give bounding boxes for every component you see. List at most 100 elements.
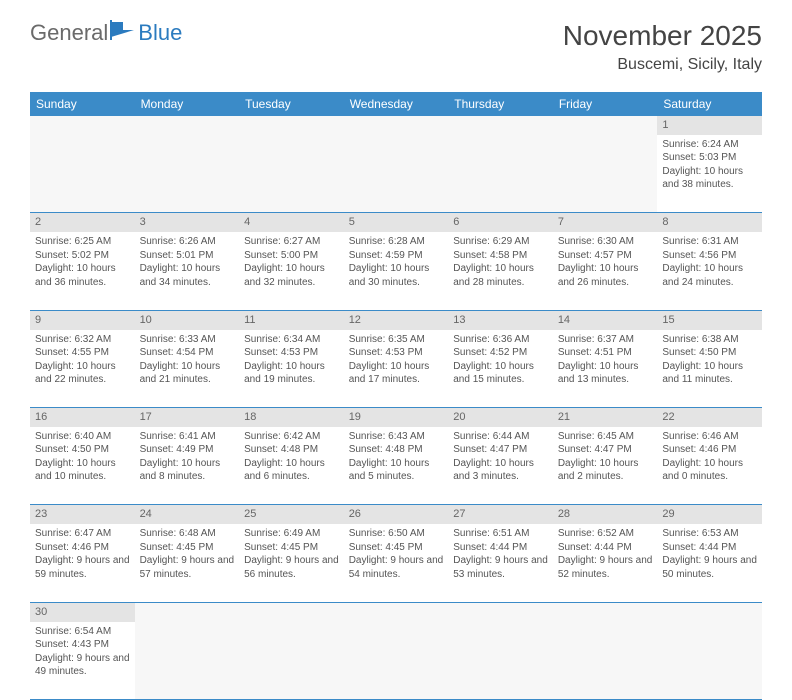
sunset-line: Sunset: 4:47 PM	[558, 443, 653, 457]
sunrise-line: Sunrise: 6:51 AM	[453, 527, 548, 541]
daylight-line: Daylight: 10 hours and 21 minutes.	[140, 360, 235, 387]
logo: General Blue	[30, 20, 182, 46]
day-cell: Sunrise: 6:40 AMSunset: 4:50 PMDaylight:…	[30, 427, 135, 505]
sunrise-line: Sunrise: 6:45 AM	[558, 430, 653, 444]
day-number-cell: 14	[553, 310, 658, 329]
sunrise-line: Sunrise: 6:47 AM	[35, 527, 130, 541]
daylight-line: Daylight: 10 hours and 5 minutes.	[349, 457, 444, 484]
day-number-cell	[30, 116, 135, 135]
sunrise-line: Sunrise: 6:54 AM	[35, 625, 130, 639]
day-cell: Sunrise: 6:24 AMSunset: 5:03 PMDaylight:…	[657, 135, 762, 213]
day-cell	[344, 135, 449, 213]
day-number-cell: 29	[657, 505, 762, 524]
day-header-row: Sunday Monday Tuesday Wednesday Thursday…	[30, 92, 762, 116]
daylight-line: Daylight: 10 hours and 19 minutes.	[244, 360, 339, 387]
daylight-line: Daylight: 10 hours and 28 minutes.	[453, 262, 548, 289]
day-cell	[135, 622, 240, 700]
sunset-line: Sunset: 4:55 PM	[35, 346, 130, 360]
sunrise-line: Sunrise: 6:41 AM	[140, 430, 235, 444]
daylight-line: Daylight: 9 hours and 59 minutes.	[35, 554, 130, 581]
daylight-line: Daylight: 9 hours and 49 minutes.	[35, 652, 130, 679]
day-number-cell: 9	[30, 310, 135, 329]
title-block: November 2025 Buscemi, Sicily, Italy	[563, 20, 762, 74]
day-cell: Sunrise: 6:49 AMSunset: 4:45 PMDaylight:…	[239, 524, 344, 602]
daylight-line: Daylight: 10 hours and 0 minutes.	[662, 457, 757, 484]
daylight-line: Daylight: 10 hours and 26 minutes.	[558, 262, 653, 289]
daylight-line: Daylight: 10 hours and 17 minutes.	[349, 360, 444, 387]
day-number-cell: 3	[135, 213, 240, 232]
day-cell: Sunrise: 6:47 AMSunset: 4:46 PMDaylight:…	[30, 524, 135, 602]
day-number-cell: 22	[657, 408, 762, 427]
daylight-line: Daylight: 10 hours and 32 minutes.	[244, 262, 339, 289]
day-cell: Sunrise: 6:27 AMSunset: 5:00 PMDaylight:…	[239, 232, 344, 310]
location: Buscemi, Sicily, Italy	[563, 56, 762, 74]
sunrise-line: Sunrise: 6:52 AM	[558, 527, 653, 541]
calendar-body: 1Sunrise: 6:24 AMSunset: 5:03 PMDaylight…	[30, 116, 762, 700]
daylight-line: Daylight: 10 hours and 34 minutes.	[140, 262, 235, 289]
sunrise-line: Sunrise: 6:34 AM	[244, 333, 339, 347]
day-number-cell: 8	[657, 213, 762, 232]
day-number-row: 23242526272829	[30, 505, 762, 524]
day-number-cell: 11	[239, 310, 344, 329]
day-cell: Sunrise: 6:30 AMSunset: 4:57 PMDaylight:…	[553, 232, 658, 310]
sunrise-line: Sunrise: 6:35 AM	[349, 333, 444, 347]
day-cell: Sunrise: 6:46 AMSunset: 4:46 PMDaylight:…	[657, 427, 762, 505]
flag-icon	[110, 20, 136, 46]
day-cell: Sunrise: 6:41 AMSunset: 4:49 PMDaylight:…	[135, 427, 240, 505]
daylight-line: Daylight: 9 hours and 57 minutes.	[140, 554, 235, 581]
day-cell	[239, 622, 344, 700]
sunset-line: Sunset: 4:50 PM	[662, 346, 757, 360]
day-cell: Sunrise: 6:48 AMSunset: 4:45 PMDaylight:…	[135, 524, 240, 602]
daylight-line: Daylight: 10 hours and 3 minutes.	[453, 457, 548, 484]
day-header: Saturday	[657, 92, 762, 116]
day-cell: Sunrise: 6:50 AMSunset: 4:45 PMDaylight:…	[344, 524, 449, 602]
day-cell: Sunrise: 6:51 AMSunset: 4:44 PMDaylight:…	[448, 524, 553, 602]
day-number-row: 2345678	[30, 213, 762, 232]
sunset-line: Sunset: 4:58 PM	[453, 249, 548, 263]
day-cell: Sunrise: 6:54 AMSunset: 4:43 PMDaylight:…	[30, 622, 135, 700]
sunset-line: Sunset: 5:00 PM	[244, 249, 339, 263]
day-number-cell: 16	[30, 408, 135, 427]
daylight-line: Daylight: 10 hours and 15 minutes.	[453, 360, 548, 387]
day-cell: Sunrise: 6:53 AMSunset: 4:44 PMDaylight:…	[657, 524, 762, 602]
daylight-line: Daylight: 10 hours and 30 minutes.	[349, 262, 444, 289]
sunrise-line: Sunrise: 6:33 AM	[140, 333, 235, 347]
sunrise-line: Sunrise: 6:42 AM	[244, 430, 339, 444]
sunset-line: Sunset: 4:54 PM	[140, 346, 235, 360]
sunrise-line: Sunrise: 6:36 AM	[453, 333, 548, 347]
sunset-line: Sunset: 4:48 PM	[244, 443, 339, 457]
sunset-line: Sunset: 4:46 PM	[35, 541, 130, 555]
daylight-line: Daylight: 10 hours and 22 minutes.	[35, 360, 130, 387]
daylight-line: Daylight: 9 hours and 56 minutes.	[244, 554, 339, 581]
sunset-line: Sunset: 4:47 PM	[453, 443, 548, 457]
daylight-line: Daylight: 10 hours and 6 minutes.	[244, 457, 339, 484]
sunset-line: Sunset: 4:44 PM	[662, 541, 757, 555]
day-number-cell	[239, 116, 344, 135]
day-number-cell: 4	[239, 213, 344, 232]
day-cell: Sunrise: 6:33 AMSunset: 4:54 PMDaylight:…	[135, 330, 240, 408]
day-header: Friday	[553, 92, 658, 116]
sunrise-line: Sunrise: 6:26 AM	[140, 235, 235, 249]
day-cell	[553, 135, 658, 213]
day-number-cell	[135, 116, 240, 135]
sunrise-line: Sunrise: 6:44 AM	[453, 430, 548, 444]
day-cell: Sunrise: 6:32 AMSunset: 4:55 PMDaylight:…	[30, 330, 135, 408]
day-number-cell: 6	[448, 213, 553, 232]
sunset-line: Sunset: 4:56 PM	[662, 249, 757, 263]
sunrise-line: Sunrise: 6:53 AM	[662, 527, 757, 541]
week-row: Sunrise: 6:24 AMSunset: 5:03 PMDaylight:…	[30, 135, 762, 213]
daylight-line: Daylight: 10 hours and 11 minutes.	[662, 360, 757, 387]
daylight-line: Daylight: 10 hours and 36 minutes.	[35, 262, 130, 289]
sunset-line: Sunset: 5:02 PM	[35, 249, 130, 263]
day-number-cell: 21	[553, 408, 658, 427]
day-cell: Sunrise: 6:31 AMSunset: 4:56 PMDaylight:…	[657, 232, 762, 310]
day-cell: Sunrise: 6:34 AMSunset: 4:53 PMDaylight:…	[239, 330, 344, 408]
month-title: November 2025	[563, 20, 762, 52]
daylight-line: Daylight: 9 hours and 53 minutes.	[453, 554, 548, 581]
week-row: Sunrise: 6:40 AMSunset: 4:50 PMDaylight:…	[30, 427, 762, 505]
day-number-cell: 13	[448, 310, 553, 329]
sunrise-line: Sunrise: 6:38 AM	[662, 333, 757, 347]
day-number-cell	[553, 116, 658, 135]
day-number-row: 1	[30, 116, 762, 135]
day-cell: Sunrise: 6:38 AMSunset: 4:50 PMDaylight:…	[657, 330, 762, 408]
